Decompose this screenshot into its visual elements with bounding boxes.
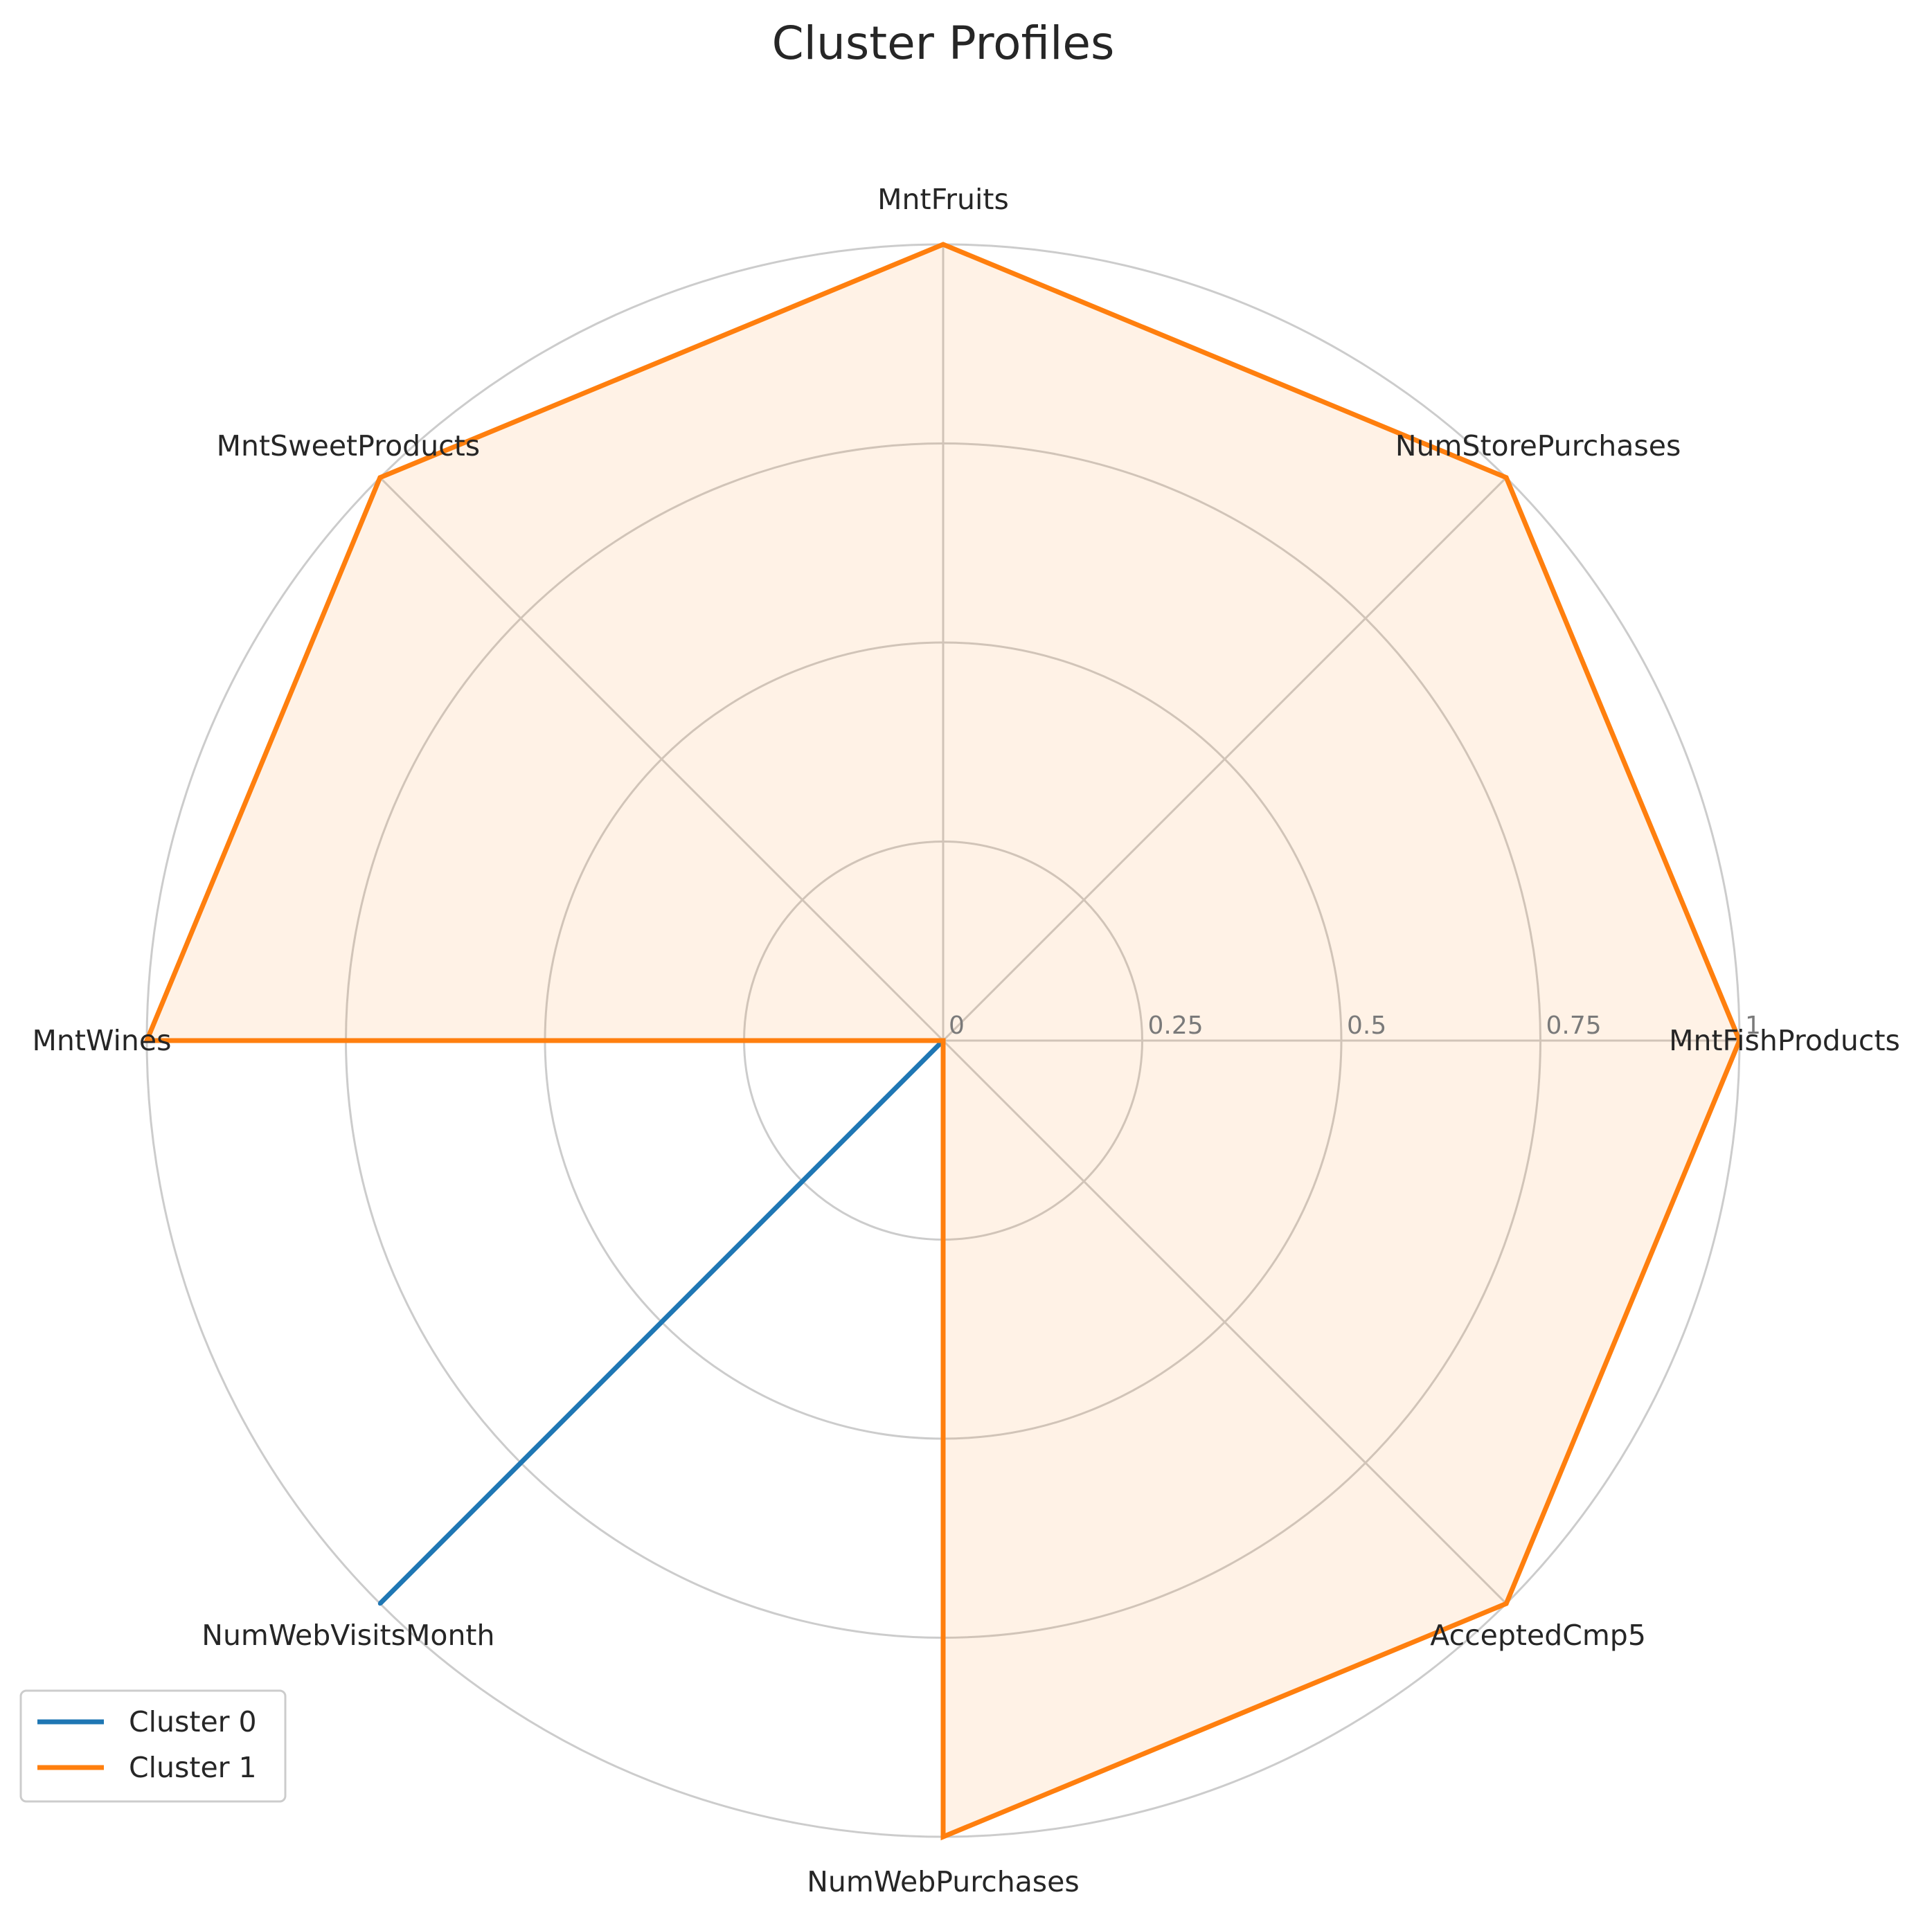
series-cluster-1 <box>143 242 1742 1841</box>
legend-label-cluster-1: Cluster 1 <box>129 1751 257 1784</box>
chart-title: Cluster Profiles <box>772 17 1115 70</box>
radial-tick-labels: 0 0.25 0.5 0.75 1 <box>949 1012 1761 1040</box>
axis-label-mntfishproducts: MntFishProducts <box>1669 1024 1900 1057</box>
point-cluster-1-mntfruits <box>941 242 945 246</box>
spoke-mntsweetproducts <box>379 476 945 1042</box>
axis-label-numwebvisitsmonth: NumWebVisitsMonth <box>202 1619 494 1652</box>
axis-label-mntwines: MntWines <box>32 1024 171 1057</box>
legend-frame <box>19 1689 287 1803</box>
axis-label-numwebpurchases: NumWebPurchases <box>807 1865 1080 1898</box>
point-cluster-1-mntfishproducts <box>1737 1039 1742 1043</box>
legend: Cluster 0 Cluster 1 <box>19 1689 287 1803</box>
point-cluster-1-numwebpurchases <box>941 1835 945 1839</box>
spoke-acceptedcmp5 <box>942 1039 1508 1605</box>
point-cluster-1-mntsweetproducts <box>377 475 382 480</box>
axis-label-mntfruits: MntFruits <box>877 183 1009 216</box>
point-cluster-0-numwebvisitsmonth <box>377 1601 382 1606</box>
r-tick-label-4: 1 <box>1745 1012 1761 1040</box>
axis-labels: MntFishProducts NumStorePurchases MntFruit… <box>32 183 1899 1898</box>
point-cluster-1-numstorepurchases <box>1504 475 1509 480</box>
point-cluster-1-acceptedcmp5 <box>1504 1601 1509 1606</box>
axis-label-numstorepurchases: NumStorePurchases <box>1395 429 1681 462</box>
r-tick-label-2: 0.5 <box>1347 1012 1386 1040</box>
legend-label-cluster-0: Cluster 0 <box>129 1705 257 1738</box>
spoke-numstorepurchases <box>942 476 1508 1042</box>
r-tick-label-1: 0.25 <box>1148 1012 1204 1040</box>
point-cluster-1-numwebvisitsmonth <box>941 1039 945 1043</box>
r-tick-label-0: 0 <box>949 1012 965 1040</box>
axis-label-mntsweetproducts: MntSweetProducts <box>217 429 481 462</box>
axis-label-acceptedcmp5: AcceptedCmp5 <box>1430 1619 1646 1652</box>
r-tick-label-3: 0.75 <box>1546 1012 1602 1040</box>
point-cluster-1-mntwines <box>145 1039 149 1043</box>
series <box>143 242 1742 1841</box>
